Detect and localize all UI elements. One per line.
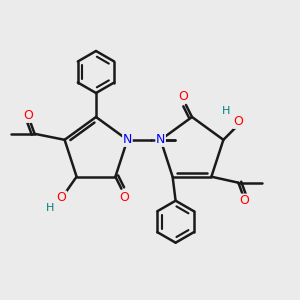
Text: H: H — [222, 106, 231, 116]
Text: N: N — [156, 133, 165, 146]
Text: O: O — [24, 109, 34, 122]
Text: N: N — [123, 133, 132, 146]
Text: O: O — [57, 191, 67, 204]
Text: O: O — [233, 115, 243, 128]
Text: H: H — [45, 203, 54, 213]
Text: O: O — [119, 191, 129, 204]
Text: O: O — [239, 194, 249, 207]
Text: O: O — [178, 89, 188, 103]
